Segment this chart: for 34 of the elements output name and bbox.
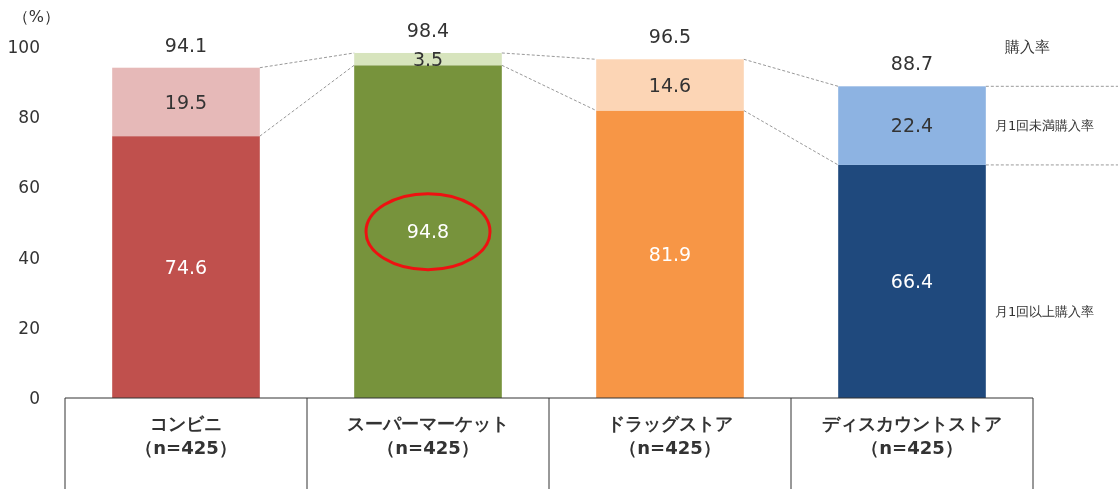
y-tick-label: 20 [18, 317, 40, 338]
bar [354, 65, 502, 398]
data-label: 22.4 [890, 114, 934, 137]
total-label: 88.7 [890, 52, 934, 75]
total-label: 96.5 [648, 25, 692, 48]
bar [838, 164, 986, 398]
series-label: 月1回未満購入率 [995, 118, 1095, 134]
bar [112, 136, 260, 398]
bar [838, 86, 986, 165]
y-tick-label: 40 [18, 247, 40, 268]
total-label: 98.4 [406, 18, 450, 41]
y-tick-label: 80 [18, 107, 40, 128]
x-tick-label: コンビニ（n=425） [135, 413, 237, 458]
bar [596, 59, 744, 111]
y-tick-label: 0 [29, 387, 40, 408]
y-tick-label: 60 [18, 177, 40, 198]
data-label: 3.5 [412, 47, 444, 70]
data-label: 81.9 [648, 242, 692, 265]
series-label: 月1回以上購入率 [995, 304, 1095, 320]
y-tick-label: 100 [7, 36, 40, 57]
data-label: 66.4 [890, 270, 934, 293]
data-label: 94.8 [406, 220, 450, 243]
bar [596, 110, 744, 398]
bar [354, 52, 502, 66]
bar [112, 67, 260, 137]
data-label: 74.6 [164, 255, 208, 278]
total-label: 94.1 [164, 33, 208, 56]
x-tick-label: スーパーマーケット（n=425） [347, 413, 509, 458]
y-axis-title: （%） [12, 7, 60, 26]
data-label: 14.6 [648, 73, 692, 96]
x-tick-label: ドラッグストア（n=425） [607, 413, 733, 458]
data-label: 19.5 [164, 90, 208, 113]
annotation: 購入率 [1005, 37, 1050, 56]
x-tick-label: ディスカウントストア（n=425） [822, 413, 1002, 458]
